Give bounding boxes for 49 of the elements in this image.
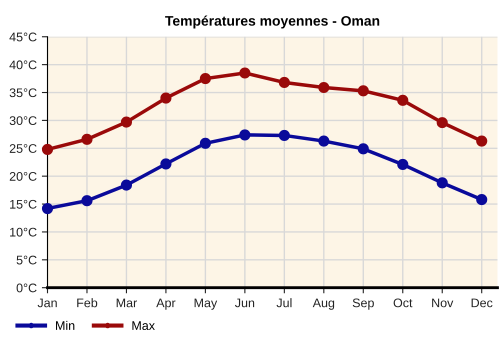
point (120, 180, 132, 191)
x-tick-label: Jun (234, 298, 254, 308)
y-tick-label: 30°C (10, 116, 37, 126)
point (200, 138, 211, 149)
y-tick-label: 5°C (16, 256, 37, 264)
point (160, 158, 172, 170)
x-tick-label: Feb (77, 298, 98, 308)
y-tick-label: 15°C (10, 200, 37, 209)
point (42, 144, 54, 155)
point (120, 116, 132, 128)
point (318, 135, 330, 147)
point (200, 73, 211, 84)
point (42, 202, 54, 214)
legend-label: Min (56, 320, 74, 330)
point (358, 143, 369, 154)
chart-title: Températures moyennes - Oman (165, 15, 380, 29)
x-tick-label: Jan (38, 298, 57, 308)
point (318, 82, 330, 94)
y-tick-label: 20°C (10, 172, 37, 181)
point (397, 158, 408, 170)
y-tick-label: 40°C (9, 60, 37, 70)
point (436, 177, 448, 188)
point (81, 195, 93, 206)
point (278, 76, 290, 88)
point (476, 135, 488, 147)
y-tick-label: 10°C (10, 228, 37, 237)
x-tick-label: Nov (432, 298, 454, 308)
x-tick-label: Aug (312, 298, 334, 310)
y-tick-label: 25°C (10, 144, 37, 153)
y-tick-label: 0°C (16, 284, 37, 292)
point (239, 129, 250, 140)
point (239, 67, 250, 79)
y-tick-label: 45°C (9, 32, 37, 42)
x-tick-label: Dec (472, 298, 492, 308)
x-tick-label: Jul (276, 298, 292, 308)
x-tick-label: Oct (394, 298, 412, 308)
x-tick-label: Apr (156, 298, 176, 310)
point (358, 85, 369, 96)
point (278, 130, 290, 142)
point (160, 92, 172, 104)
point (476, 194, 488, 206)
point (436, 117, 448, 128)
x-tick-label: May (194, 298, 218, 310)
point (397, 94, 408, 106)
legend-label: Max (132, 321, 155, 330)
point (81, 134, 93, 145)
x-tick-label: Sep (352, 298, 374, 310)
x-tick-label: Mar (116, 298, 138, 308)
y-tick-label: 35°C (10, 88, 37, 98)
